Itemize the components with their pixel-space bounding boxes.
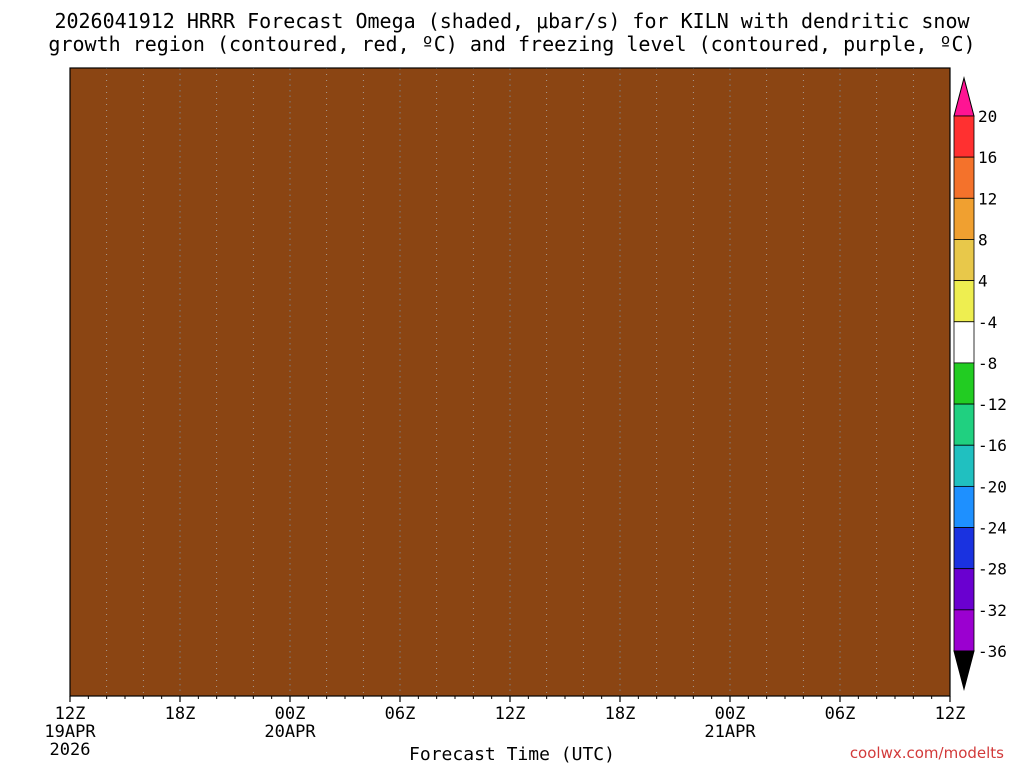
colorbar-label: 16	[978, 148, 997, 167]
x-tick-label: 06Z	[825, 704, 856, 724]
x-tick-date: 19APR	[44, 722, 96, 742]
chart-title-line1: 2026041912 HRRR Forecast Omega (shaded, …	[54, 9, 970, 33]
credit-text: coolwx.com/modelts	[849, 744, 1004, 762]
colorbar-band	[953, 609, 975, 652]
colorbar-label: -8	[978, 354, 997, 373]
colorbar-band	[953, 403, 975, 446]
colorbar-band	[953, 321, 975, 364]
x-tick-date: 21APR	[704, 722, 756, 742]
colorbar-bottom-triangle	[953, 650, 975, 691]
colorbar-label: -16	[978, 436, 1007, 455]
colorbar-band	[953, 362, 975, 405]
x-tick-label: 00Z	[275, 704, 306, 724]
colorbar-label: 8	[978, 230, 988, 249]
x-tick-label: 18Z	[605, 704, 636, 724]
colorbar-label: 4	[978, 272, 988, 291]
x-tick-label: 00Z	[715, 704, 746, 724]
colorbar-band	[953, 444, 975, 487]
omega-colorbar: 20 16 12 8 4 -4 -8 -12 -16 -20 -24 -28 -32 -36	[953, 76, 1007, 691]
colorbar-band	[953, 527, 975, 570]
colorbar-band	[953, 197, 975, 240]
colorbar-band	[953, 239, 975, 282]
colorbar-label: -12	[978, 395, 1007, 414]
colorbar-top-triangle	[953, 76, 975, 117]
colorbar-label: -24	[978, 519, 1007, 538]
colorbar-label: -20	[978, 477, 1007, 496]
chart-title-line2: growth region (contoured, red, ºC) and f…	[48, 32, 976, 56]
colorbar-band	[953, 156, 975, 199]
colorbar-band	[953, 115, 975, 158]
colorbar-band	[953, 568, 975, 611]
colorbar-label: 12	[978, 189, 997, 208]
colorbar-label: -28	[978, 560, 1007, 579]
x-tick-label: 18Z	[165, 704, 196, 724]
x-tick-date: 20APR	[264, 722, 316, 742]
colorbar-label: -36	[978, 642, 1007, 661]
x-tick-label: 06Z	[385, 704, 416, 724]
x-tick-label: 12Z	[55, 704, 86, 724]
colorbar-band	[953, 485, 975, 528]
x-tick-year: 2026	[50, 740, 91, 760]
x-axis-title: Forecast Time (UTC)	[409, 744, 615, 765]
colorbar-label: -32	[978, 601, 1007, 620]
x-tick-label: 12Z	[935, 704, 966, 724]
colorbar-label: -4	[978, 313, 997, 332]
x-tick-label: 12Z	[495, 704, 526, 724]
colorbar-band	[953, 280, 975, 323]
colorbar-label: 20	[978, 107, 997, 126]
